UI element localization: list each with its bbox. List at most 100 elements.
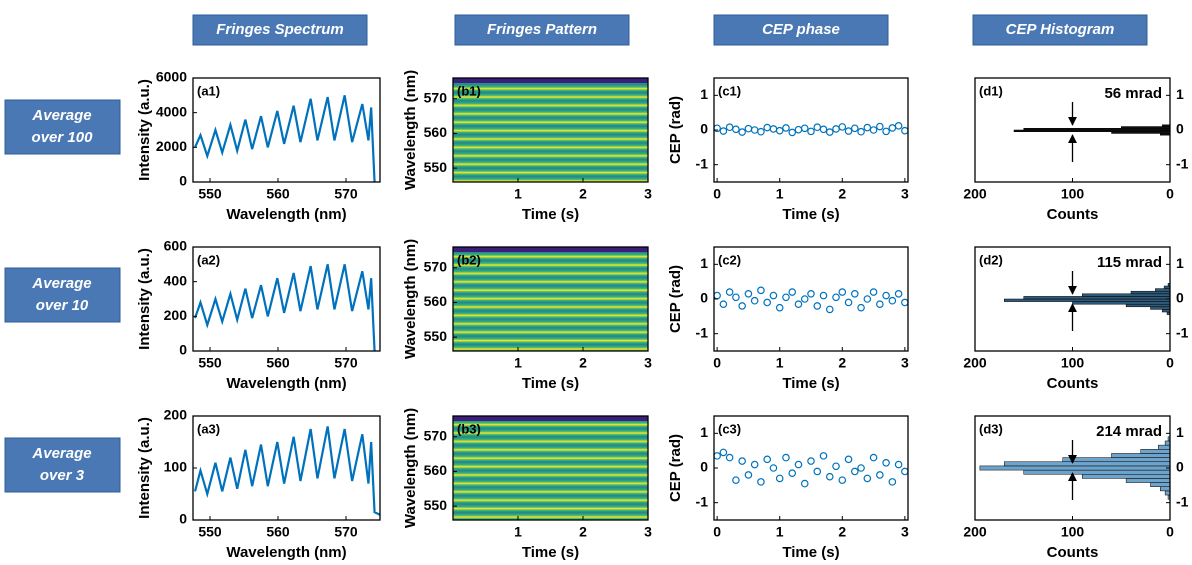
x-tick-label: 100 xyxy=(1061,186,1085,202)
cep-point xyxy=(732,125,740,134)
cep-point xyxy=(750,460,759,469)
x-tick-label: 2 xyxy=(579,186,587,202)
panel-label: (d2) xyxy=(979,252,1003,267)
y-tick-label: 0 xyxy=(1176,459,1184,475)
y-tick-label: -1 xyxy=(696,155,709,171)
x-tick-label: 2 xyxy=(579,524,587,540)
cep-point xyxy=(788,469,797,478)
cep-point xyxy=(832,293,840,302)
spectrum-line xyxy=(194,95,376,183)
cep-point xyxy=(888,124,897,132)
x-axis-label: Time (s) xyxy=(522,206,579,223)
panel-label: (c2) xyxy=(718,252,741,267)
histogram-bar xyxy=(1150,482,1171,487)
cep-point xyxy=(794,300,803,309)
y-tick-label: 0 xyxy=(1176,121,1184,137)
y-tick-label: 100 xyxy=(164,459,188,475)
cep-point xyxy=(738,302,746,310)
y-tick-label: 570 xyxy=(424,428,448,444)
histogram-bar xyxy=(1130,290,1171,295)
cep-point xyxy=(725,453,734,462)
cep-point xyxy=(813,467,822,476)
column-header-box xyxy=(713,14,889,46)
cep-point xyxy=(894,289,903,298)
x-tick-label: 2 xyxy=(838,524,846,540)
x-tick-label: 200 xyxy=(963,355,987,371)
cep-point xyxy=(894,122,903,130)
cep-point xyxy=(863,295,872,303)
panel-label: (b2) xyxy=(457,252,481,267)
x-tick-label: 1 xyxy=(776,355,784,371)
column-header-box xyxy=(192,14,368,46)
cep-point xyxy=(750,126,759,134)
panel-label: (b1) xyxy=(457,83,481,98)
cep-point xyxy=(844,455,853,464)
x-tick-label: 3 xyxy=(901,355,909,371)
panel-label: (a1) xyxy=(197,83,220,98)
row-header: Average xyxy=(31,445,91,462)
histogram-bar xyxy=(1161,309,1171,313)
cep-point xyxy=(819,125,828,134)
y-tick-label: 560 xyxy=(424,462,448,478)
histogram-bar xyxy=(1082,473,1171,479)
cep-point xyxy=(750,296,759,305)
histogram-bar xyxy=(1111,453,1171,458)
x-axis-label: Counts xyxy=(1047,544,1099,561)
y-tick-label: 550 xyxy=(424,159,448,175)
histogram-bar xyxy=(1160,486,1171,492)
row-header-box xyxy=(4,437,121,493)
cep-point xyxy=(825,472,834,481)
cep-point xyxy=(769,125,778,133)
cep-point xyxy=(825,305,834,314)
cep-point xyxy=(857,127,865,136)
cep-point xyxy=(744,124,753,133)
histogram-bar xyxy=(1023,128,1171,131)
cep-point xyxy=(844,298,853,307)
cep-point xyxy=(832,462,840,471)
spectrum-line xyxy=(193,426,381,516)
cep-point xyxy=(894,460,903,469)
x-tick-label: 550 xyxy=(198,355,222,371)
y-tick-label: -1 xyxy=(1176,324,1189,340)
histogram-bar xyxy=(1111,131,1171,134)
cep-point xyxy=(763,455,771,464)
panel: 550 560 570 0 2000 4000 6000 Wavelength (nm) Int… xyxy=(136,69,381,223)
cep-point xyxy=(876,471,884,479)
panel: 1 2 3 550 560 570 Time (s) Wavelength (nm) (b3) xyxy=(402,408,652,561)
cep-point xyxy=(794,460,803,469)
cep-point xyxy=(838,476,847,484)
y-tick-label: -1 xyxy=(696,324,709,340)
histogram-bar xyxy=(979,465,1171,471)
y-axis-label: Intensity (a.u.) xyxy=(136,79,153,181)
plot-frame xyxy=(452,246,649,352)
x-tick-label: 0 xyxy=(713,524,721,540)
panel: 1 2 3 550 560 570 Time (s) Wavelength (nm) (b1) xyxy=(402,70,652,223)
cep-point xyxy=(719,448,728,457)
x-tick-label: 100 xyxy=(1061,524,1085,540)
plot-frame xyxy=(713,246,909,352)
panel-label: (d1) xyxy=(979,83,1003,98)
cep-point xyxy=(775,474,784,483)
y-axis-label: Intensity (a.u.) xyxy=(136,248,153,350)
x-axis-label: Time (s) xyxy=(522,375,579,392)
cep-point xyxy=(807,127,815,136)
y-tick-label: 1 xyxy=(1176,255,1184,271)
x-axis-label: Time (s) xyxy=(782,544,839,561)
x-axis-label: Wavelength (nm) xyxy=(226,544,346,561)
y-tick-label: 0 xyxy=(1176,290,1184,306)
cep-point xyxy=(775,303,784,312)
histogram-bar xyxy=(1062,457,1171,463)
y-tick-label: 560 xyxy=(424,293,448,309)
x-tick-label: 570 xyxy=(334,186,358,202)
x-tick-label: 2 xyxy=(838,186,846,202)
cep-point xyxy=(757,127,765,136)
cep-point xyxy=(794,125,803,134)
histogram-bar xyxy=(1163,285,1171,289)
row-header: Average xyxy=(31,107,91,124)
x-tick-label: 2 xyxy=(838,355,846,371)
cep-point xyxy=(719,300,728,309)
x-tick-label: 1 xyxy=(514,186,522,202)
y-axis-label: CEP (rad) xyxy=(667,265,684,333)
y-tick-label: 550 xyxy=(424,328,448,344)
